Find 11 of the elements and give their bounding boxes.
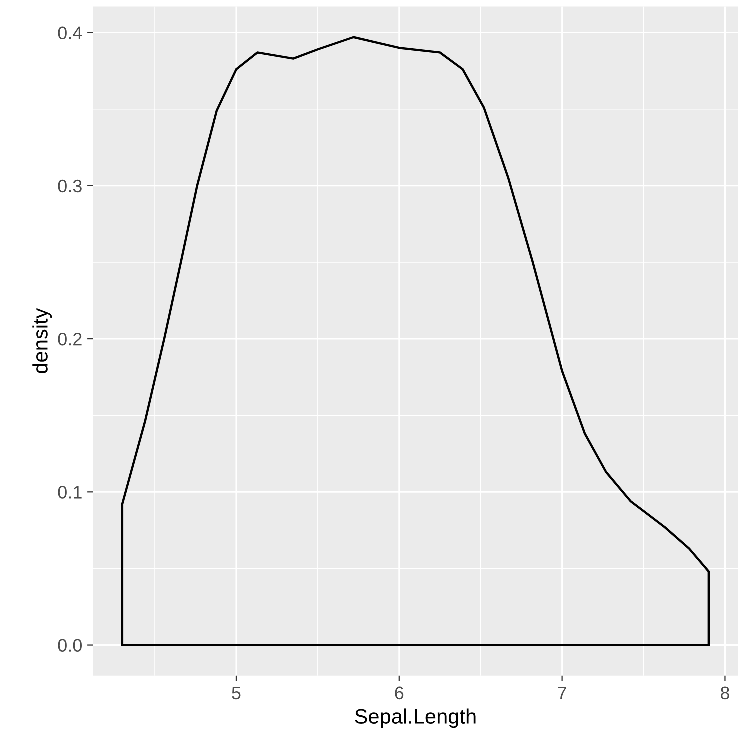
y-axis-title: density bbox=[32, 308, 52, 374]
x-tick-label: 5 bbox=[232, 686, 241, 700]
y-tick-label: 0.2 bbox=[58, 332, 82, 346]
x-axis-title: Sepal.Length bbox=[355, 708, 476, 728]
y-tick-label: 0.0 bbox=[58, 639, 82, 652]
y-tick-label: 0.1 bbox=[58, 486, 82, 499]
x-tick-label: 8 bbox=[720, 686, 730, 700]
y-tick-label: 0.4 bbox=[58, 26, 82, 40]
x-tick-label: 6 bbox=[395, 686, 404, 700]
x-tick-label: 7 bbox=[558, 686, 566, 700]
y-tick-label: 0.3 bbox=[58, 180, 82, 193]
